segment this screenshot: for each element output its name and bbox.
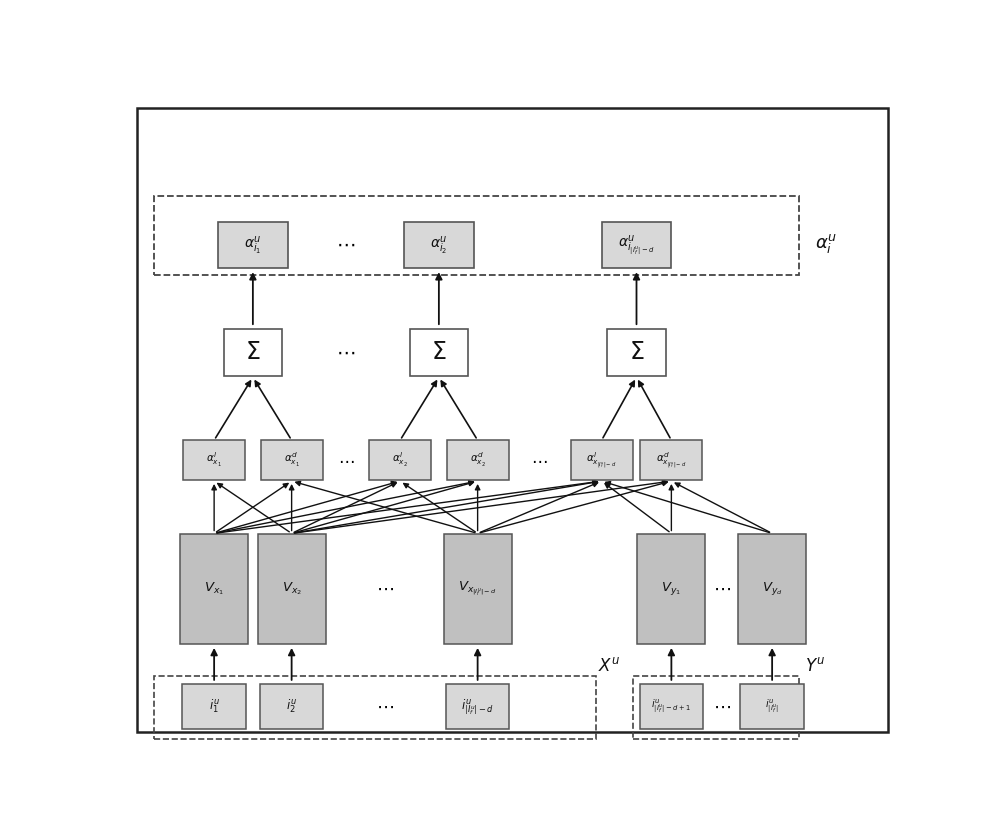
Text: $\alpha^{u}_{i}$: $\alpha^{u}_{i}$ [815, 233, 837, 256]
Bar [218, 221, 288, 268]
Text: $\Sigma$: $\Sigma$ [431, 341, 447, 364]
Bar [444, 534, 512, 644]
Bar [607, 329, 666, 377]
Text: $Y^{u}$: $Y^{u}$ [805, 657, 825, 675]
Text: $\cdots$: $\cdots$ [336, 343, 356, 362]
Bar [369, 440, 431, 480]
Text: $\alpha^{u}_{i_{|I^u_f|-d}}$: $\alpha^{u}_{i_{|I^u_f|-d}}$ [618, 232, 655, 257]
Text: $\alpha^{l}_{x_1}$: $\alpha^{l}_{x_1}$ [206, 451, 222, 469]
Bar [637, 534, 705, 644]
Bar [571, 440, 633, 480]
Text: $\cdots$: $\cdots$ [713, 698, 731, 716]
Bar [258, 534, 326, 644]
Text: $V_{x_1}$: $V_{x_1}$ [204, 581, 224, 597]
Text: $i^{u}_{|I^u_f|}$: $i^{u}_{|I^u_f|}$ [765, 698, 779, 716]
Text: $\cdots$: $\cdots$ [376, 698, 394, 716]
Text: $\alpha^{l}_{x_2}$: $\alpha^{l}_{x_2}$ [392, 451, 408, 469]
Bar [602, 221, 671, 268]
Bar [154, 196, 799, 274]
Text: $i^{u}_{1}$: $i^{u}_{1}$ [209, 698, 220, 716]
Text: $\cdots$: $\cdots$ [338, 451, 354, 469]
Text: $\cdots$: $\cdots$ [376, 580, 394, 598]
Bar [446, 685, 509, 729]
Text: $\cdots$: $\cdots$ [713, 580, 731, 598]
Text: $\cdots$: $\cdots$ [336, 235, 356, 254]
Bar [180, 534, 248, 644]
Bar [183, 440, 245, 480]
Bar [447, 440, 509, 480]
Text: $\Sigma$: $\Sigma$ [245, 341, 261, 364]
Text: $\alpha^{l}_{x_{|I^u_f|-d}}$: $\alpha^{l}_{x_{|I^u_f|-d}}$ [586, 451, 617, 470]
Text: $i^{u}_{2}$: $i^{u}_{2}$ [286, 698, 297, 716]
Text: $V_{x_{|I^u_f|-d}}$: $V_{x_{|I^u_f|-d}}$ [458, 580, 497, 598]
Text: $\alpha^{d}_{x_1}$: $\alpha^{d}_{x_1}$ [284, 451, 300, 469]
Bar [261, 440, 323, 480]
Text: $\alpha^{d}_{x_2}$: $\alpha^{d}_{x_2}$ [470, 451, 486, 469]
Text: $i^{u}_{|I^u_f|-d}$: $i^{u}_{|I^u_f|-d}$ [461, 696, 494, 717]
Bar [738, 534, 806, 644]
Bar [633, 676, 799, 739]
Text: $V_{y_d}$: $V_{y_d}$ [762, 581, 782, 597]
Text: $V_{y_1}$: $V_{y_1}$ [661, 581, 681, 597]
Text: $\alpha^{d}_{x_{|I^u_f|-d}}$: $\alpha^{d}_{x_{|I^u_f|-d}}$ [656, 451, 687, 470]
Bar [154, 676, 596, 739]
Text: $i^{u}_{|I^u_f|-d+1}$: $i^{u}_{|I^u_f|-d+1}$ [651, 698, 691, 716]
Bar [260, 685, 323, 729]
Bar [404, 221, 474, 268]
Bar [640, 440, 702, 480]
Text: $X^{u}$: $X^{u}$ [598, 657, 620, 675]
Bar [640, 685, 703, 729]
Text: $V_{x_2}$: $V_{x_2}$ [282, 581, 302, 597]
Bar [182, 685, 246, 729]
Bar [410, 329, 468, 377]
Text: $\alpha^{u}_{i_1}$: $\alpha^{u}_{i_1}$ [244, 234, 262, 256]
Text: $\cdots$: $\cdots$ [531, 451, 548, 469]
Text: $\Sigma$: $\Sigma$ [629, 341, 644, 364]
Text: $\alpha^{u}_{i_2}$: $\alpha^{u}_{i_2}$ [430, 234, 448, 256]
Bar [224, 329, 282, 377]
Bar [740, 685, 804, 729]
